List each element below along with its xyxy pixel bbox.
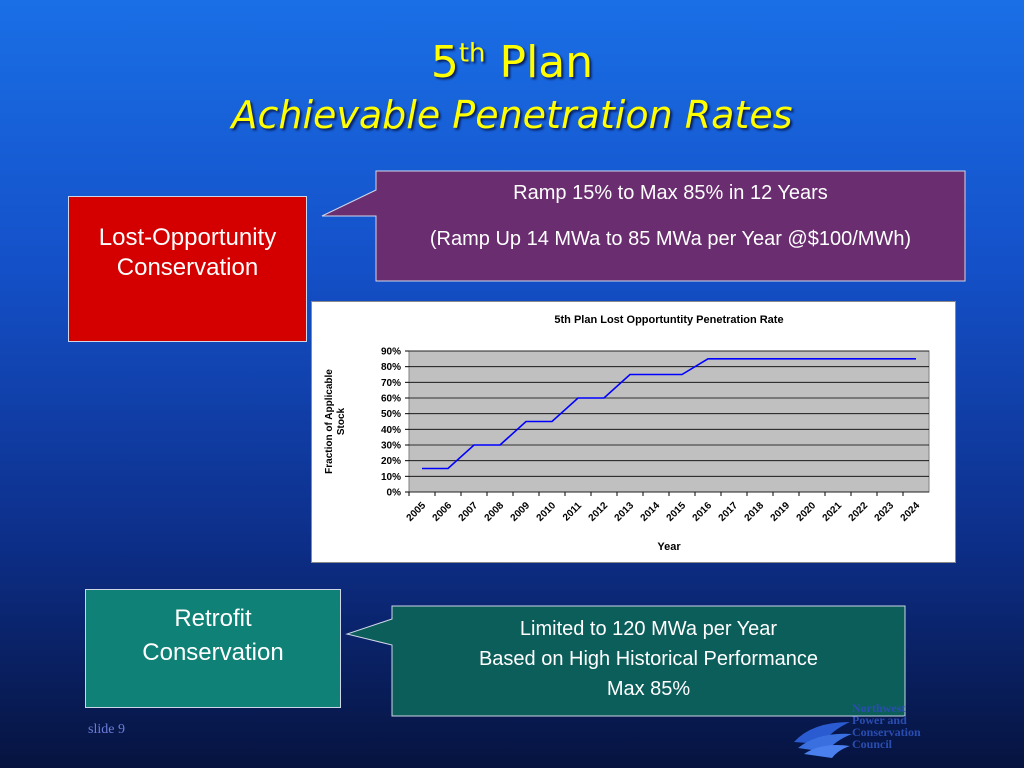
callout-top-line1: Ramp 15% to Max 85% in 12 Years bbox=[513, 182, 828, 204]
x-tick-label: 2007 bbox=[457, 500, 481, 524]
y-tick-label: 20% bbox=[381, 456, 401, 467]
y-tick-label: 70% bbox=[381, 378, 401, 389]
y-tick-label: 30% bbox=[381, 441, 401, 452]
y-tick-label: 0% bbox=[387, 488, 402, 499]
x-tick-label: 2019 bbox=[769, 500, 793, 524]
callout-top-line2: (Ramp Up 14 MWa to 85 MWa per Year @$100… bbox=[429, 228, 912, 250]
y-tick-label: 90% bbox=[381, 347, 401, 358]
x-tick-label: 2012 bbox=[587, 500, 611, 524]
retrofit-box: Retrofit Conservation bbox=[85, 589, 341, 708]
x-axis-label: Year bbox=[657, 541, 681, 553]
callout-bottom-shape bbox=[345, 605, 906, 717]
x-tick-label: 2014 bbox=[639, 500, 663, 524]
x-tick-label: 2015 bbox=[665, 500, 689, 524]
retrofit-line1: Retrofit bbox=[174, 605, 252, 632]
council-logo-text: Northwest Power and Conservation Council bbox=[852, 701, 921, 751]
penetration-chart: 5th Plan Lost Opportuntity Penetration R… bbox=[311, 301, 956, 563]
x-tick-label: 2005 bbox=[405, 500, 429, 524]
callout-bottom: Limited to 120 MWa per Year Based on Hig… bbox=[392, 614, 905, 704]
x-tick-label: 2018 bbox=[743, 500, 767, 524]
x-tick-label: 2022 bbox=[847, 500, 871, 524]
x-tick-label: 2023 bbox=[873, 500, 897, 524]
plot-area bbox=[408, 350, 930, 493]
y-tick-label: 40% bbox=[381, 425, 401, 436]
slide-title: 5th Plan Achievable Penetration Rates bbox=[0, 36, 1024, 140]
retrofit-line2: Conservation bbox=[142, 639, 284, 666]
slide-number: slide 9 bbox=[88, 722, 125, 737]
title-main: 5th Plan bbox=[430, 37, 594, 88]
x-tick-label: 2011 bbox=[561, 500, 584, 523]
x-tick-label: 2017 bbox=[717, 500, 741, 524]
series-line bbox=[422, 358, 916, 470]
callout-bottom-line3: Max 85% bbox=[606, 678, 691, 700]
x-tick-label: 2021 bbox=[821, 500, 845, 524]
y-tick-label: 80% bbox=[381, 362, 401, 373]
x-tick-label: 2013 bbox=[613, 500, 637, 524]
y-tick-label: 50% bbox=[381, 409, 401, 420]
callout-bottom-line1: Limited to 120 MWa per Year bbox=[519, 618, 778, 640]
x-tick-label: 2009 bbox=[509, 500, 533, 524]
lost-opportunity-box: Lost-Opportunity Conservation bbox=[68, 196, 307, 342]
callout-top: Ramp 15% to Max 85% in 12 Years (Ramp Up… bbox=[376, 180, 965, 252]
y-tick-label: 60% bbox=[381, 394, 401, 405]
chart-title: 5th Plan Lost Opportuntity Penetration R… bbox=[554, 314, 783, 326]
lost-opportunity-line1: Lost-Opportunity bbox=[98, 224, 277, 251]
callout-top-shape bbox=[321, 170, 966, 282]
chart-svg: 5th Plan Lost Opportuntity Penetration R… bbox=[324, 314, 930, 553]
x-tick-label: 2024 bbox=[899, 500, 923, 524]
x-tick-label: 2010 bbox=[535, 500, 559, 524]
lost-opportunity-line2: Conservation bbox=[116, 254, 259, 281]
x-tick-label: 2006 bbox=[431, 500, 455, 524]
x-tick-label: 2020 bbox=[795, 500, 819, 524]
y-axis-label: Fraction of ApplicableStock bbox=[324, 369, 347, 474]
council-logo-icon bbox=[794, 722, 852, 758]
y-tick-label: 10% bbox=[381, 472, 401, 483]
x-tick-label: 2008 bbox=[483, 500, 507, 524]
x-tick-label: 2016 bbox=[691, 500, 715, 524]
title-subtitle: Achievable Penetration Rates bbox=[231, 93, 793, 137]
callout-bottom-line2: Based on High Historical Performance bbox=[478, 648, 819, 670]
